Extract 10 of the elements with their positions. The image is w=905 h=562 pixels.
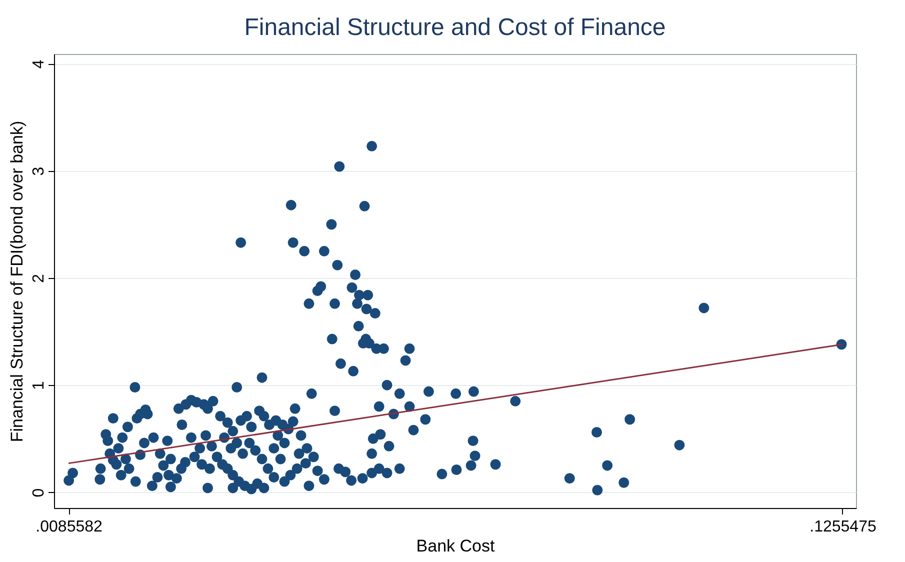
x-tick-label: .1255475 [810,518,876,536]
x-axis-title: Bank Cost [416,536,495,556]
y-axis-title: Financial Structure of FDI(bond over bank) [8,120,26,442]
y-tick-label: 0 [30,488,48,498]
y-tick-label: 3 [30,166,48,176]
y-tick-label: 1 [30,381,48,390]
y-tick-label: 2 [30,274,48,283]
chart-title: Financial Structure and Cost of Finance [244,14,666,41]
x-tick-label: .0085582 [36,518,103,536]
y-tick-label: 4 [30,60,48,69]
